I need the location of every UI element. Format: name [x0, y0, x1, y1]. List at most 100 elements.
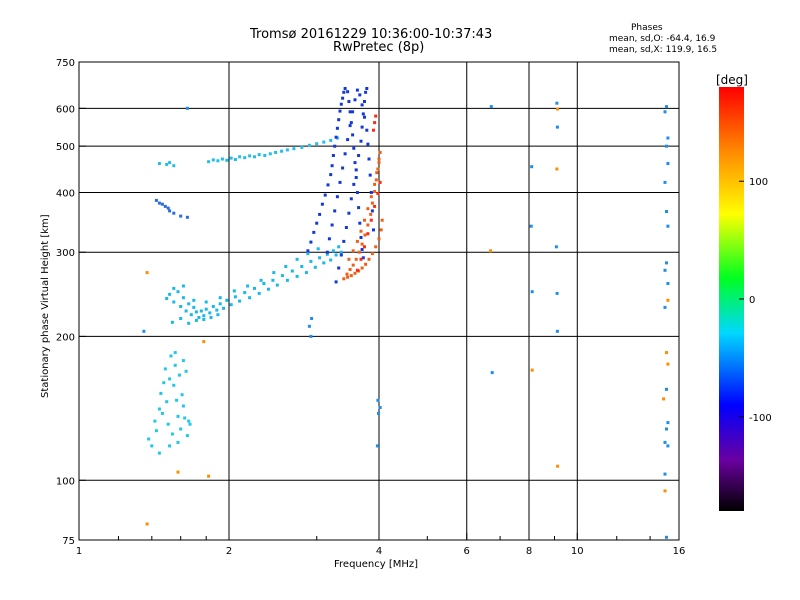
data-point — [172, 286, 176, 290]
data-point — [663, 472, 667, 476]
data-point — [339, 253, 343, 257]
stats-x-mode: mean, sd,X: 119.9, 16.5 — [609, 45, 718, 55]
data-point — [379, 228, 383, 232]
data-point — [307, 143, 311, 147]
data-point — [358, 93, 362, 97]
data-point — [275, 283, 279, 287]
data-point — [363, 245, 366, 249]
data-point — [229, 156, 233, 160]
data-point — [555, 125, 559, 129]
data-point — [334, 280, 338, 284]
data-point — [166, 206, 170, 210]
data-point — [183, 416, 187, 420]
data-point — [179, 214, 183, 218]
data-point — [323, 193, 327, 197]
data-point — [202, 340, 206, 344]
data-point — [170, 320, 174, 324]
data-point — [232, 289, 236, 293]
data-point — [666, 421, 670, 425]
y-tick-label: 200 — [56, 332, 75, 343]
data-point — [204, 307, 208, 311]
data-point — [361, 112, 365, 116]
data-point — [344, 226, 348, 229]
data-point — [354, 176, 358, 179]
data-point — [373, 121, 377, 125]
data-point — [327, 237, 331, 241]
data-point — [337, 118, 341, 122]
data-point — [663, 110, 667, 114]
data-point — [175, 398, 179, 402]
data-point — [353, 271, 357, 275]
data-point — [357, 250, 361, 254]
data-point — [274, 151, 278, 154]
data-point — [665, 261, 668, 265]
data-point — [373, 182, 377, 186]
data-point — [326, 183, 330, 187]
data-point — [342, 277, 346, 281]
data-point — [354, 168, 358, 172]
data-point — [208, 311, 212, 315]
data-point — [380, 218, 384, 222]
data-point — [666, 162, 670, 165]
data-point — [355, 268, 359, 272]
data-point — [665, 351, 668, 355]
data-point — [172, 211, 176, 215]
data-point — [179, 427, 183, 431]
data-point — [248, 154, 252, 158]
data-point — [370, 201, 374, 205]
data-point — [377, 161, 381, 165]
y-tick-label: 400 — [56, 188, 75, 199]
data-point — [310, 317, 314, 320]
data-point — [176, 414, 180, 418]
data-point — [154, 429, 158, 433]
data-point — [359, 257, 363, 261]
data-point — [315, 221, 319, 225]
data-point — [367, 157, 371, 161]
data-point — [330, 223, 334, 227]
data-point — [357, 206, 361, 210]
data-point — [369, 212, 373, 216]
data-point — [334, 253, 338, 257]
data-point — [368, 173, 372, 177]
data-point — [335, 195, 339, 199]
data-point — [665, 387, 668, 391]
data-point — [365, 128, 369, 132]
y-tick-label: 100 — [56, 476, 75, 487]
data-point — [165, 400, 169, 404]
data-point — [358, 221, 362, 225]
data-point — [295, 274, 299, 278]
data-point — [366, 142, 370, 146]
data-point — [300, 145, 304, 149]
data-point — [211, 158, 215, 162]
stats-o-mode: mean, sd,O: -64.4, 16.9 — [609, 34, 716, 44]
data-point — [176, 440, 180, 444]
data-point — [329, 173, 333, 177]
data-point — [343, 152, 347, 156]
data-point — [267, 287, 270, 291]
data-point — [335, 126, 339, 130]
data-point — [218, 302, 222, 306]
data-point — [184, 309, 188, 313]
x-tick-label: 16 — [673, 546, 686, 557]
data-point — [313, 265, 317, 269]
data-point — [339, 102, 343, 106]
data-point — [246, 284, 250, 288]
data-point — [346, 275, 350, 279]
data-point — [377, 411, 380, 415]
data-point — [364, 90, 368, 94]
data-point — [331, 249, 335, 253]
data-point — [325, 252, 329, 256]
data-point — [194, 310, 198, 314]
stats-heading: Phases — [631, 23, 663, 33]
data-point — [359, 236, 363, 239]
data-point — [163, 367, 167, 371]
data-point — [378, 151, 382, 154]
data-point — [489, 249, 493, 253]
data-point — [257, 291, 261, 295]
x-tick-label: 1 — [76, 546, 82, 557]
data-point — [157, 201, 161, 205]
data-point — [337, 245, 341, 249]
data-point — [351, 110, 355, 114]
colorbar-label: [deg] — [716, 73, 748, 87]
data-point — [181, 359, 185, 363]
